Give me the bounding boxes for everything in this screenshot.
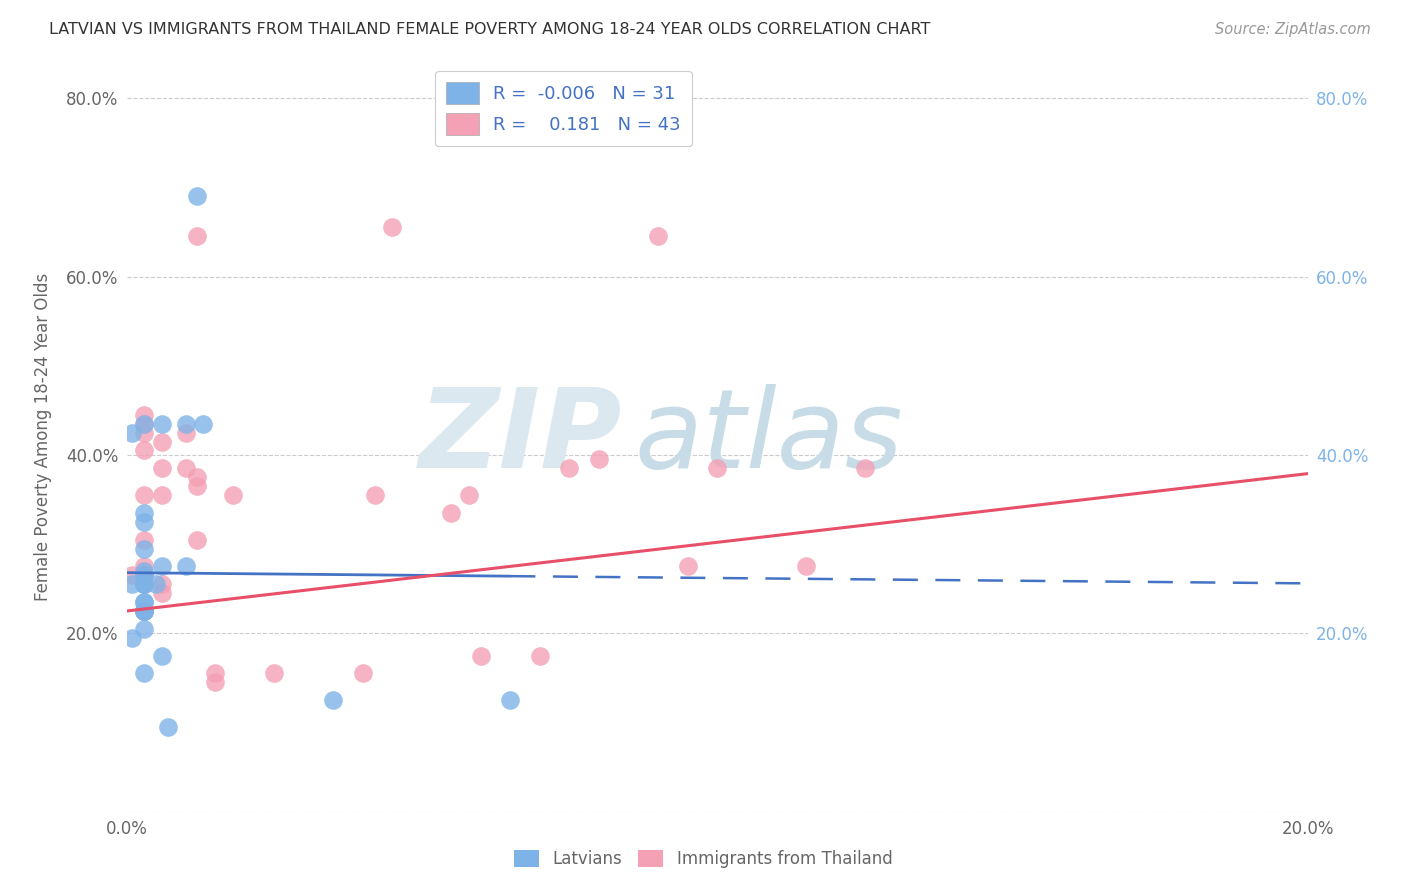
Point — [134, 515, 156, 529]
Point — [204, 675, 226, 690]
Point — [134, 666, 156, 681]
Point — [134, 425, 156, 440]
Point — [134, 604, 156, 618]
Point — [186, 479, 208, 493]
Y-axis label: Female Poverty Among 18-24 Year Olds: Female Poverty Among 18-24 Year Olds — [34, 273, 52, 601]
Point — [134, 622, 156, 636]
Point — [121, 631, 143, 645]
Point — [174, 461, 197, 475]
Point — [134, 577, 156, 591]
Point — [134, 506, 156, 520]
Text: atlas: atlas — [634, 384, 903, 491]
Point — [794, 559, 817, 574]
Point — [853, 461, 876, 475]
Point — [134, 408, 156, 422]
Point — [470, 648, 492, 663]
Point — [588, 452, 610, 467]
Point — [121, 577, 143, 591]
Point — [156, 720, 179, 734]
Point — [204, 666, 226, 681]
Point — [558, 461, 581, 475]
Point — [186, 189, 208, 203]
Point — [134, 541, 156, 556]
Point — [134, 564, 156, 578]
Point — [186, 533, 208, 547]
Point — [150, 586, 173, 600]
Point — [134, 417, 156, 431]
Text: Source: ZipAtlas.com: Source: ZipAtlas.com — [1215, 22, 1371, 37]
Point — [134, 568, 156, 582]
Point — [186, 470, 208, 484]
Point — [134, 443, 156, 458]
Point — [134, 604, 156, 618]
Point — [134, 604, 156, 618]
Point — [150, 648, 173, 663]
Point — [134, 533, 156, 547]
Point — [499, 693, 522, 707]
Point — [150, 417, 173, 431]
Text: LATVIAN VS IMMIGRANTS FROM THAILAND FEMALE POVERTY AMONG 18-24 YEAR OLDS CORRELA: LATVIAN VS IMMIGRANTS FROM THAILAND FEMA… — [49, 22, 931, 37]
Point — [150, 488, 173, 502]
Point — [134, 568, 156, 582]
Point — [134, 577, 156, 591]
Point — [440, 506, 463, 520]
Point — [134, 568, 156, 582]
Point — [322, 693, 344, 707]
Point — [121, 568, 143, 582]
Point — [381, 220, 404, 235]
Point — [676, 559, 699, 574]
Point — [150, 577, 173, 591]
Point — [134, 577, 156, 591]
Point — [134, 604, 156, 618]
Point — [134, 488, 156, 502]
Point — [529, 648, 551, 663]
Point — [134, 595, 156, 609]
Point — [363, 488, 385, 502]
Legend: R =  -0.006   N = 31, R =    0.181   N = 43: R = -0.006 N = 31, R = 0.181 N = 43 — [436, 71, 692, 146]
Point — [263, 666, 285, 681]
Point — [134, 577, 156, 591]
Point — [174, 417, 197, 431]
Point — [134, 595, 156, 609]
Legend: Latvians, Immigrants from Thailand: Latvians, Immigrants from Thailand — [508, 843, 898, 875]
Point — [134, 604, 156, 618]
Point — [352, 666, 374, 681]
Point — [647, 229, 669, 244]
Point — [134, 604, 156, 618]
Point — [222, 488, 245, 502]
Text: ZIP: ZIP — [419, 384, 623, 491]
Point — [458, 488, 481, 502]
Point — [134, 417, 156, 431]
Point — [150, 461, 173, 475]
Point — [174, 425, 197, 440]
Point — [150, 434, 173, 449]
Point — [134, 559, 156, 574]
Point — [193, 417, 215, 431]
Point — [706, 461, 728, 475]
Point — [150, 559, 173, 574]
Point — [134, 568, 156, 582]
Point — [186, 229, 208, 244]
Point — [145, 577, 167, 591]
Point — [121, 425, 143, 440]
Point — [174, 559, 197, 574]
